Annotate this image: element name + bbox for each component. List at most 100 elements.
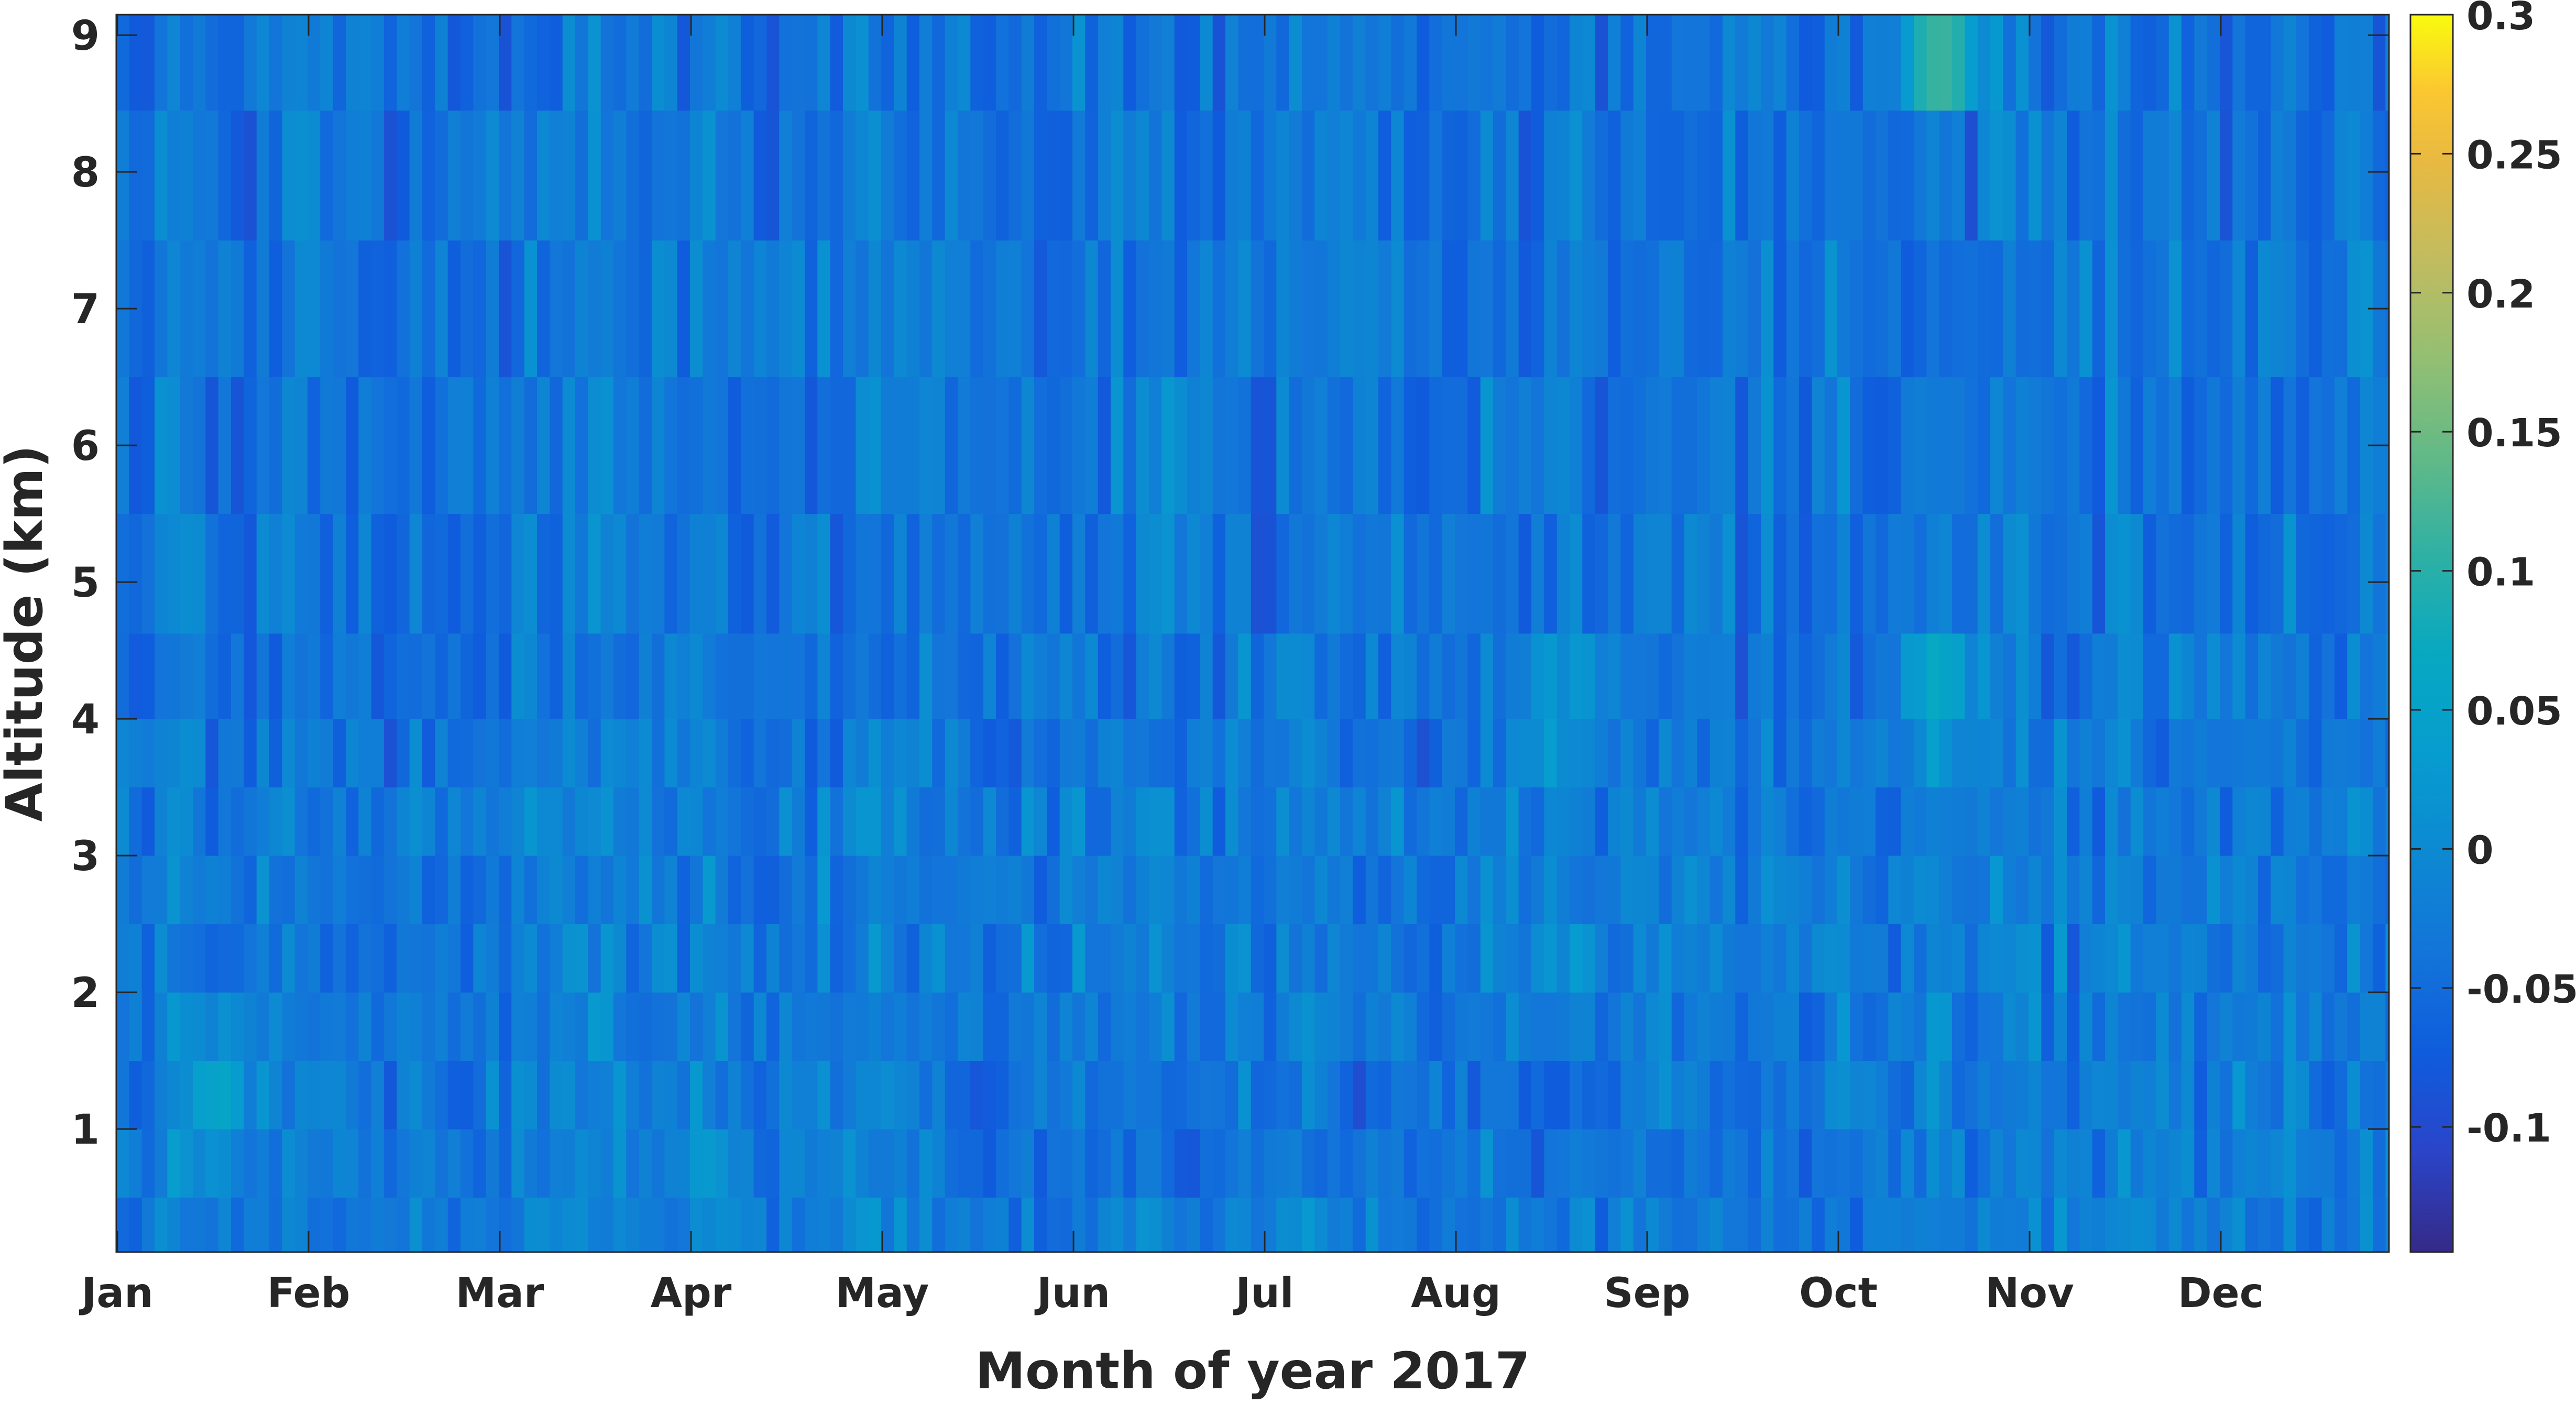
heatmap-cell xyxy=(129,924,142,993)
heatmap-cell xyxy=(2283,787,2297,856)
heatmap-cell xyxy=(1620,719,1634,788)
heatmap-cell xyxy=(1684,633,1697,719)
heatmap-cell xyxy=(2398,992,2411,1061)
heatmap-cell xyxy=(2054,633,2067,719)
heatmap-cell xyxy=(2385,1060,2389,1129)
heatmap-cell xyxy=(1340,15,1353,111)
heatmap-cell xyxy=(2156,992,2169,1061)
heatmap-cell xyxy=(155,240,168,378)
heatmap-cell xyxy=(1990,377,2003,514)
heatmap-cell xyxy=(1225,377,1238,514)
heatmap-cell xyxy=(244,513,257,634)
heatmap-cell xyxy=(1506,1197,1519,1252)
heatmap-cell xyxy=(2092,513,2106,634)
heatmap-cell xyxy=(741,513,754,634)
heatmap-cell xyxy=(2003,924,2016,993)
heatmap-cell xyxy=(652,513,665,634)
heatmap-cell xyxy=(2118,1129,2131,1198)
heatmap-cell xyxy=(1773,1060,1787,1129)
heatmap-cell xyxy=(180,377,193,514)
heatmap-cell xyxy=(1773,633,1787,719)
heatmap-cell xyxy=(1493,15,1506,111)
heatmap-cell xyxy=(1914,1197,1927,1252)
heatmap-cell xyxy=(346,992,359,1061)
heatmap-cell xyxy=(2296,1129,2309,1198)
heatmap-cell xyxy=(805,633,818,719)
heatmap-cell xyxy=(1914,1060,1927,1129)
heatmap-cell xyxy=(524,1060,538,1129)
heatmap-cell xyxy=(2373,513,2386,634)
heatmap-cell xyxy=(537,633,550,719)
heatmap-cell xyxy=(792,1129,805,1198)
heatmap-cell xyxy=(1009,513,1022,634)
heatmap-cell xyxy=(1314,15,1328,111)
heatmap-cell xyxy=(2232,924,2246,993)
heatmap-cell xyxy=(805,1197,818,1252)
heatmap-cell xyxy=(805,787,818,856)
heatmap-cell xyxy=(1709,110,1723,241)
heatmap-cell xyxy=(537,855,550,925)
heatmap-cell xyxy=(2168,855,2182,925)
heatmap-cell xyxy=(906,1197,920,1252)
heatmap-cell xyxy=(1276,633,1290,719)
heatmap-cell xyxy=(1952,855,1965,925)
heatmap-cell xyxy=(1518,924,1532,993)
heatmap-cell xyxy=(1888,240,1902,378)
heatmap-cell xyxy=(600,240,614,378)
heatmap-cell xyxy=(205,1197,219,1252)
heatmap-cell xyxy=(626,110,640,241)
heatmap-cell xyxy=(779,719,793,788)
heatmap-cell xyxy=(1467,513,1481,634)
heatmap-cell xyxy=(397,787,410,856)
heatmap-cell xyxy=(1225,855,1238,925)
heatmap-cell xyxy=(1812,15,1825,111)
heatmap-cell xyxy=(2041,240,2055,378)
heatmap-cell xyxy=(868,855,882,925)
heatmap-cell xyxy=(155,855,168,925)
heatmap-cell xyxy=(1429,855,1443,925)
heatmap-cell xyxy=(282,633,295,719)
heatmap-cell xyxy=(2296,513,2309,634)
x-tick-label: Oct xyxy=(1799,1270,1878,1317)
heatmap-cell xyxy=(1455,377,1468,514)
heatmap-cell xyxy=(600,633,614,719)
heatmap-cell xyxy=(1633,110,1647,241)
heatmap-cell xyxy=(2258,1129,2271,1198)
heatmap-cell xyxy=(1697,1197,1711,1252)
heatmap-cell xyxy=(371,992,385,1061)
heatmap-cell xyxy=(868,513,882,634)
heatmap-cell xyxy=(728,1197,741,1252)
heatmap-cell xyxy=(817,633,831,719)
heatmap-cell xyxy=(2398,633,2411,719)
heatmap-cell xyxy=(180,992,193,1061)
heatmap-cell xyxy=(1761,787,1774,856)
heatmap-cell xyxy=(1620,15,1634,111)
heatmap-cell xyxy=(639,110,652,241)
x-tick-label: Dec xyxy=(2178,1270,2264,1317)
heatmap-cell xyxy=(715,719,729,788)
heatmap-cell xyxy=(1888,513,1902,634)
heatmap-cell xyxy=(1417,110,1430,241)
heatmap-cell xyxy=(2385,924,2389,993)
heatmap-cell xyxy=(2296,110,2309,241)
heatmap-cell xyxy=(2143,719,2156,788)
heatmap-cell xyxy=(1378,719,1391,788)
heatmap-cell xyxy=(2232,855,2246,925)
heatmap-cell xyxy=(1047,1129,1060,1198)
heatmap-cell xyxy=(1429,513,1443,634)
heatmap-cell xyxy=(703,924,716,993)
heatmap-cell xyxy=(1327,110,1341,241)
heatmap-cell xyxy=(397,924,410,993)
heatmap-cell xyxy=(1187,15,1200,111)
heatmap-cell xyxy=(1378,787,1391,856)
heatmap-cell xyxy=(881,1197,894,1252)
heatmap-cell xyxy=(1876,110,1889,241)
heatmap-cell xyxy=(371,855,385,925)
heatmap-cell xyxy=(1620,1060,1634,1129)
heatmap-cell xyxy=(2015,513,2029,634)
heatmap-cell xyxy=(2156,1060,2169,1129)
heatmap-cell xyxy=(1646,855,1659,925)
heatmap-cell xyxy=(575,633,588,719)
x-axis-label: Month of year 2017 xyxy=(975,1342,1530,1400)
heatmap-cell xyxy=(231,15,244,111)
